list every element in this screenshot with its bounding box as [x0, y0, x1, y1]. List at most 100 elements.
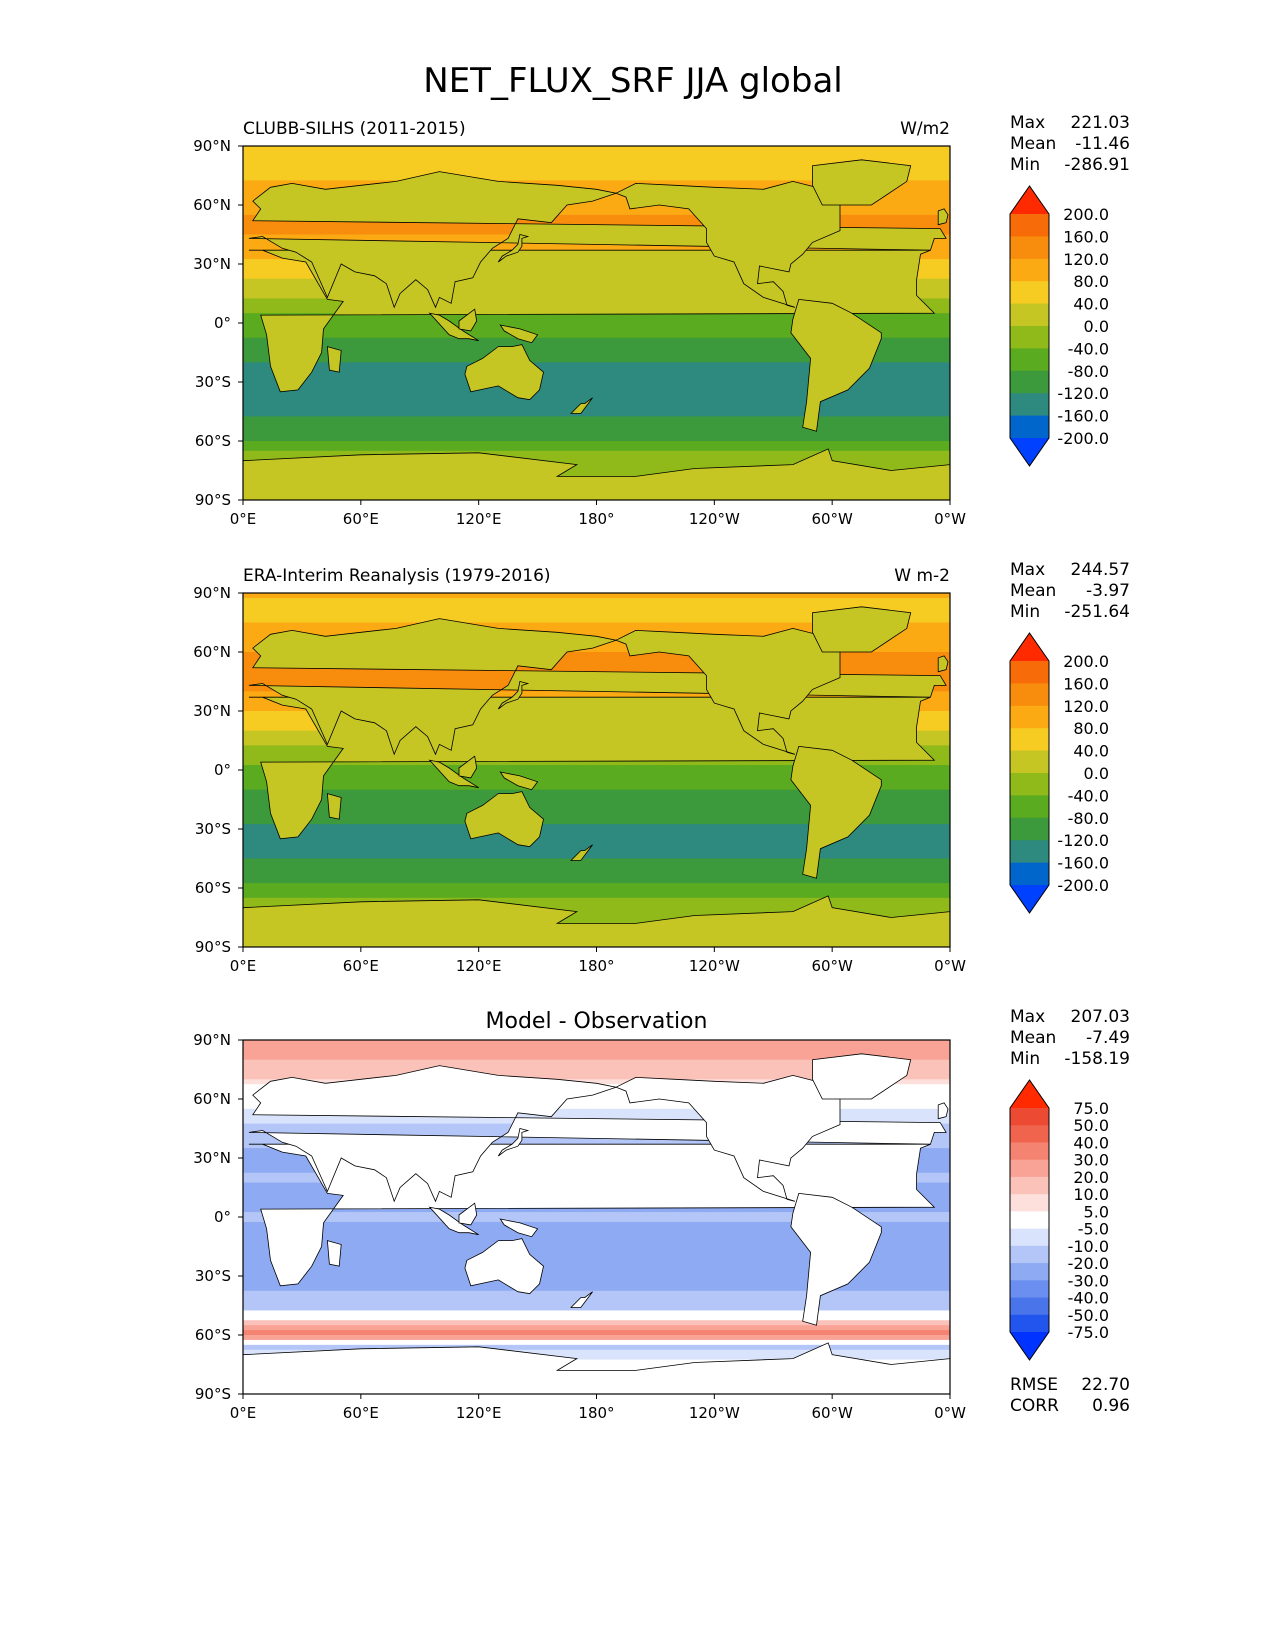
field-band [243, 878, 950, 884]
colorbar-segment [1010, 795, 1049, 819]
field-band [243, 1349, 950, 1356]
colorbar-outline [1009, 1079, 1050, 1361]
colorbar-segment [1010, 214, 1049, 237]
field-band [243, 1280, 950, 1287]
field-band [243, 1335, 950, 1341]
colorbar-label: 200.0 [1063, 205, 1109, 224]
colorbar-label: 160.0 [1063, 674, 1109, 693]
y-tick-label: 0° [214, 1208, 231, 1226]
field-band [243, 1325, 950, 1331]
coastline [615, 1074, 841, 1202]
field-band [243, 1300, 950, 1307]
y-tick-label: 90°S [195, 491, 231, 509]
field-band [243, 367, 950, 373]
x-tick-label: 120°W [689, 1404, 740, 1422]
field-band [243, 883, 950, 889]
y-tick-label: 90°N [193, 584, 231, 602]
field-band [243, 465, 950, 472]
coastline [326, 793, 342, 820]
coastline [248, 171, 947, 309]
field-band [243, 824, 950, 830]
x-tick-label: 180° [578, 510, 614, 528]
field-band [243, 1231, 950, 1238]
x-tick-label: 0°W [934, 957, 966, 975]
field-band [243, 1261, 950, 1267]
field-band [243, 1256, 950, 1262]
colorbar-label: -120.0 [1057, 831, 1109, 850]
field-band [243, 804, 950, 810]
coastline [937, 208, 949, 226]
colorbar-label: -30.0 [1068, 1271, 1109, 1290]
field-band [243, 1217, 950, 1223]
field-band [243, 1054, 950, 1061]
figure-title: NET_FLUX_SRF JJA global [423, 61, 842, 101]
field-band [243, 829, 950, 835]
x-tick-label: 60°W [811, 1404, 853, 1422]
field-band [243, 205, 950, 211]
stat-label: Max [1010, 560, 1045, 580]
colorbar-segment [1010, 1176, 1049, 1195]
colorbar-outline [1009, 185, 1050, 467]
coastline [458, 755, 478, 779]
field-band [243, 1138, 950, 1144]
colorbar-label: -160.0 [1057, 854, 1109, 873]
x-tick-label: 60°W [811, 510, 853, 528]
field-band [243, 411, 950, 418]
colorbar-label: -50.0 [1068, 1306, 1109, 1325]
field-band [243, 165, 950, 172]
field-band [243, 593, 950, 599]
field-band [243, 770, 950, 776]
stat-value: -7.49 [1086, 1028, 1130, 1048]
field-band [243, 1339, 950, 1346]
y-tick-label: 90°S [195, 1385, 231, 1403]
colorbar-label: -80.0 [1068, 362, 1109, 381]
x-tick-label: 60°W [811, 957, 853, 975]
field-band [243, 1266, 950, 1272]
field-layer [243, 146, 950, 500]
field-band [243, 160, 950, 167]
field-band [243, 1330, 950, 1336]
field-band [243, 1251, 950, 1257]
colorbar-segment [1010, 393, 1049, 417]
field-band [243, 460, 950, 467]
field-band [243, 431, 950, 437]
colorbar-segment [1010, 1108, 1049, 1126]
field-band [243, 656, 950, 663]
field-band [243, 1044, 950, 1051]
coastline [937, 1102, 949, 1120]
y-tick-label: 0° [214, 761, 231, 779]
colorbar-segment [1010, 1194, 1049, 1212]
colorbar-label: 10.0 [1073, 1185, 1109, 1204]
field-band [243, 917, 950, 924]
field-band [243, 873, 950, 879]
field-band [243, 602, 950, 609]
colorbar-label: -200.0 [1057, 429, 1109, 448]
field-band [243, 1099, 950, 1105]
field-band [243, 150, 950, 157]
coastline [790, 745, 882, 879]
field-band [243, 327, 950, 334]
field-band [243, 337, 950, 344]
colorbar-label: -120.0 [1057, 384, 1109, 403]
colorbar-segment [1010, 1159, 1049, 1178]
colorbar-segment [1010, 1297, 1049, 1316]
coastline [497, 234, 530, 263]
y-tick-label: 60°N [193, 1090, 231, 1108]
field-band [243, 632, 950, 638]
field-band [243, 794, 950, 801]
colorbar-label: -75.0 [1068, 1323, 1109, 1342]
field-band [243, 1207, 950, 1213]
colorbar-segment [1010, 1263, 1049, 1281]
field-band [243, 652, 950, 658]
colorbar-label: 80.0 [1073, 719, 1109, 738]
y-tick-label: 90°N [193, 1031, 231, 1049]
field-band [243, 170, 950, 177]
coastline [464, 1238, 544, 1295]
panel-title: ERA-Interim Reanalysis (1979-2016) [243, 566, 551, 586]
y-tick-label: 30°N [193, 1149, 231, 1167]
field-band [243, 774, 950, 781]
coastline [326, 346, 342, 373]
field-band [243, 691, 950, 697]
y-tick-label: 30°N [193, 255, 231, 273]
field-band [243, 1285, 950, 1292]
